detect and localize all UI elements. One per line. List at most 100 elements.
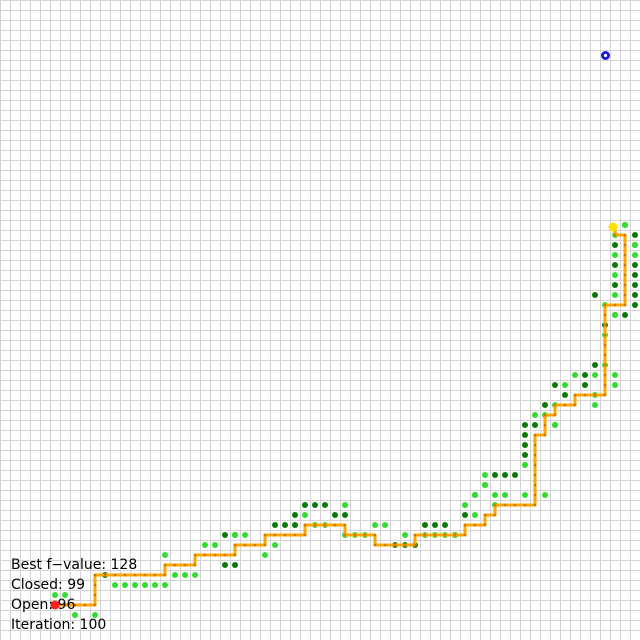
open-node bbox=[612, 272, 618, 278]
open-node bbox=[612, 312, 618, 318]
path-node bbox=[603, 353, 607, 357]
goal-marker-center bbox=[603, 53, 608, 58]
open-node bbox=[402, 532, 408, 538]
closed-node bbox=[232, 562, 238, 568]
path-node bbox=[233, 553, 237, 557]
path-node bbox=[373, 543, 377, 547]
path-node bbox=[343, 523, 347, 527]
open-node bbox=[342, 502, 348, 508]
closed-node bbox=[272, 522, 278, 528]
open-node bbox=[632, 252, 638, 258]
open-node bbox=[162, 552, 168, 558]
closed-node bbox=[632, 272, 638, 278]
open-node bbox=[152, 582, 158, 588]
open-node bbox=[532, 412, 538, 418]
path-node bbox=[333, 523, 337, 527]
path-node bbox=[553, 413, 557, 417]
closed-node bbox=[632, 232, 638, 238]
closed-nodes-layer bbox=[102, 222, 638, 578]
path-node bbox=[603, 363, 607, 367]
open-node bbox=[522, 492, 528, 498]
open-node bbox=[612, 372, 618, 378]
closed-node bbox=[582, 372, 588, 378]
path-node bbox=[623, 233, 627, 237]
path-node bbox=[83, 603, 87, 607]
path-node bbox=[383, 543, 387, 547]
path-node bbox=[603, 373, 607, 377]
path-node bbox=[623, 303, 627, 307]
path-node bbox=[63, 603, 67, 607]
path-node bbox=[183, 563, 187, 567]
closed-node bbox=[422, 522, 428, 528]
path-node bbox=[583, 393, 587, 397]
open-node bbox=[472, 492, 478, 498]
path-node bbox=[253, 543, 257, 547]
closed-node bbox=[532, 422, 538, 428]
path-node bbox=[513, 503, 517, 507]
open-node bbox=[212, 542, 218, 548]
path-node bbox=[93, 603, 97, 607]
path-node bbox=[603, 303, 607, 307]
open-node bbox=[122, 582, 128, 588]
path-node bbox=[553, 403, 557, 407]
path-layer bbox=[53, 223, 627, 607]
best-f-value-label: Best f−value: 128 bbox=[11, 557, 138, 573]
path-node bbox=[413, 543, 417, 547]
open-node bbox=[612, 382, 618, 388]
path-node bbox=[153, 573, 157, 577]
closed-node bbox=[632, 262, 638, 268]
open-node bbox=[562, 382, 568, 388]
open-node bbox=[242, 532, 248, 538]
closed-node bbox=[522, 422, 528, 428]
open-node bbox=[262, 552, 268, 558]
path-node bbox=[133, 573, 137, 577]
start-marker-icon bbox=[50, 600, 60, 610]
path-node bbox=[293, 533, 297, 537]
path-node bbox=[523, 503, 527, 507]
path-node bbox=[623, 293, 627, 297]
path-node bbox=[113, 573, 117, 577]
path-node bbox=[493, 513, 497, 517]
closed-node bbox=[552, 382, 558, 388]
path-node bbox=[623, 273, 627, 277]
open-node bbox=[162, 582, 168, 588]
open-node bbox=[142, 582, 148, 588]
open-node bbox=[272, 542, 278, 548]
path-node bbox=[603, 383, 607, 387]
closed-node bbox=[632, 282, 638, 288]
open-node bbox=[382, 522, 388, 528]
path-node bbox=[613, 233, 617, 237]
path-node bbox=[243, 543, 247, 547]
closed-node bbox=[632, 302, 638, 308]
closed-node bbox=[282, 522, 288, 528]
path-node bbox=[323, 523, 327, 527]
path-node bbox=[193, 563, 197, 567]
path-node bbox=[533, 503, 537, 507]
path-node bbox=[483, 513, 487, 517]
path-node bbox=[603, 323, 607, 327]
closed-node bbox=[612, 262, 618, 268]
closed-node bbox=[342, 512, 348, 518]
path-node bbox=[623, 263, 627, 267]
closed-node bbox=[522, 442, 528, 448]
path-node bbox=[533, 493, 537, 497]
path-node bbox=[533, 443, 537, 447]
path-node bbox=[463, 533, 467, 537]
path-node bbox=[603, 333, 607, 337]
path-node bbox=[193, 553, 197, 557]
open-node bbox=[372, 522, 378, 528]
open-node bbox=[472, 512, 478, 518]
open-node bbox=[612, 252, 618, 258]
path-node bbox=[403, 543, 407, 547]
closed-node bbox=[582, 382, 588, 388]
path-node bbox=[433, 533, 437, 537]
open-node bbox=[632, 242, 638, 248]
path-node bbox=[233, 543, 237, 547]
closed-node bbox=[542, 402, 548, 408]
markers-layer bbox=[50, 51, 618, 610]
closed-node bbox=[332, 512, 338, 518]
path-node bbox=[93, 573, 97, 577]
